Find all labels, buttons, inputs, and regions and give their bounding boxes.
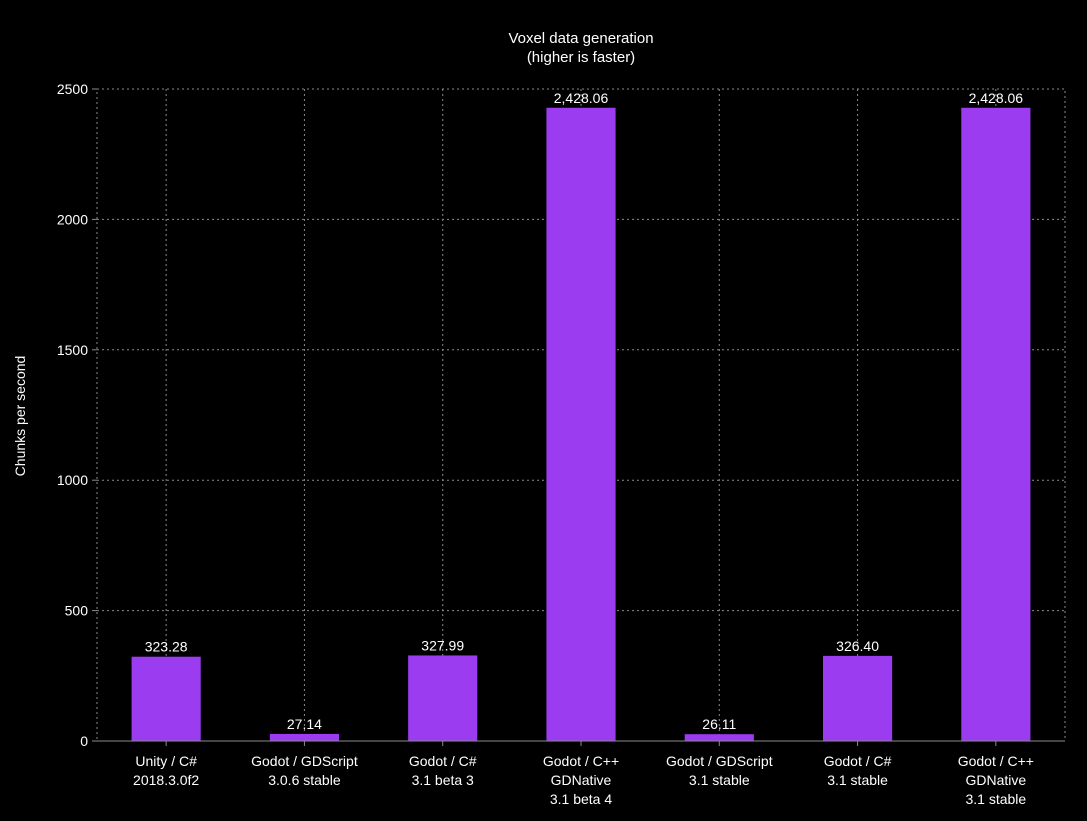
x-tick-label: Godot / GDScript [666, 753, 773, 769]
bar [131, 656, 201, 741]
bar-value-label: 323.28 [145, 639, 188, 655]
x-tick-label: Unity / C# [135, 753, 197, 769]
x-tick-label: 3.1 stable [965, 791, 1026, 807]
bar [408, 655, 478, 741]
bar-value-label: 26.11 [702, 716, 736, 732]
bar-value-label: 2,428.06 [554, 90, 609, 106]
chart-subtitle: (higher is faster) [527, 49, 635, 66]
x-tick-label: 3.0.6 stable [268, 772, 341, 788]
chart-title: Voxel data generation [508, 30, 653, 47]
x-tick-label: 3.1 beta 4 [550, 791, 612, 807]
bar-value-label: 326.40 [836, 638, 879, 654]
x-tick-label: 3.1 stable [689, 772, 750, 788]
y-tick-label: 1000 [57, 472, 88, 488]
y-tick-label: 2000 [57, 211, 88, 227]
bar [546, 107, 616, 741]
x-tick-label: 3.1 stable [827, 772, 888, 788]
bar [961, 107, 1031, 741]
x-tick-label: 3.1 beta 3 [412, 772, 474, 788]
bar [269, 733, 339, 741]
x-tick-label: Godot / GDScript [251, 753, 358, 769]
x-tick-label: Godot / C++ [543, 753, 619, 769]
y-tick-label: 0 [80, 733, 88, 749]
bar-value-label: 327.99 [421, 637, 464, 653]
bar-value-label: 27.14 [287, 716, 322, 732]
y-tick-label: 2500 [57, 81, 88, 97]
bar [823, 655, 893, 741]
y-axis-label: Chunks per second [12, 356, 28, 477]
x-tick-label: Godot / C# [409, 753, 477, 769]
x-tick-label: GDNative [966, 772, 1027, 788]
y-tick-label: 500 [65, 603, 89, 619]
x-tick-label: Godot / C++ [958, 753, 1034, 769]
labels: 0 500 1000 1500 2000 2500 323.28 Unity / C# 2018… [57, 81, 1034, 807]
axes [92, 88, 1066, 746]
bars [131, 107, 1031, 741]
bar-value-label: 2,428.06 [969, 90, 1024, 106]
bar [684, 734, 754, 741]
x-tick-label: 2018.3.0f2 [133, 772, 199, 788]
y-tick-label: 1500 [57, 342, 88, 358]
x-tick-label: GDNative [551, 772, 612, 788]
x-tick-label: Godot / C# [824, 753, 892, 769]
